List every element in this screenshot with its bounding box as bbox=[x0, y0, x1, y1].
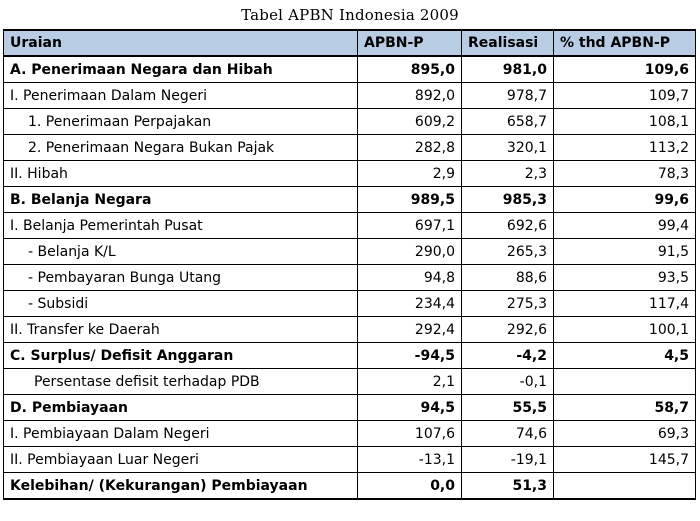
row-apbn: 609,2 bbox=[357, 108, 462, 135]
row-apbn: 234,4 bbox=[357, 290, 462, 317]
row-pct: 91,5 bbox=[553, 238, 696, 265]
row-label: I. Belanja Pemerintah Pusat bbox=[3, 212, 358, 239]
row-label: I. Pembiayaan Dalam Negeri bbox=[3, 420, 358, 447]
table-row: II. Pembiayaan Luar Negeri -13,1 -19,1 1… bbox=[3, 446, 696, 473]
row-label: - Belanja K/L bbox=[3, 238, 358, 265]
table-title: Tabel APBN Indonesia 2009 bbox=[241, 6, 459, 24]
header-row: Uraian APBN-P Realisasi % thd APBN-P bbox=[3, 29, 696, 57]
row-realisasi: 985,3 bbox=[461, 186, 554, 213]
table-row: Kelebihan/ (Kekurangan) Pembiayaan 0,0 5… bbox=[3, 472, 696, 500]
header-apbn-p: APBN-P bbox=[357, 29, 462, 57]
row-realisasi: 292,6 bbox=[461, 316, 554, 343]
row-realisasi: 55,5 bbox=[461, 394, 554, 421]
row-apbn: 94,5 bbox=[357, 394, 462, 421]
row-label: II. Hibah bbox=[3, 160, 358, 187]
row-pct: 108,1 bbox=[553, 108, 696, 135]
row-realisasi: 658,7 bbox=[461, 108, 554, 135]
row-apbn: 0,0 bbox=[357, 472, 462, 500]
row-realisasi: -4,2 bbox=[461, 342, 554, 369]
row-realisasi: 74,6 bbox=[461, 420, 554, 447]
row-apbn: -94,5 bbox=[357, 342, 462, 369]
row-realisasi: -0,1 bbox=[461, 368, 554, 395]
row-apbn: 292,4 bbox=[357, 316, 462, 343]
row-pct: 117,4 bbox=[553, 290, 696, 317]
row-apbn: 290,0 bbox=[357, 238, 462, 265]
row-apbn: 895,0 bbox=[357, 55, 462, 83]
table-row: I. Penerimaan Dalam Negeri 892,0 978,7 1… bbox=[3, 82, 696, 109]
row-realisasi: 265,3 bbox=[461, 238, 554, 265]
row-realisasi: 88,6 bbox=[461, 264, 554, 291]
row-label: II. Transfer ke Daerah bbox=[3, 316, 358, 343]
table-row: - Subsidi 234,4 275,3 117,4 bbox=[3, 290, 696, 317]
table-row: Persentase defisit terhadap PDB 2,1 -0,1 bbox=[3, 368, 696, 395]
header-pct: % thd APBN-P bbox=[553, 29, 696, 57]
row-label: - Pembayaran Bunga Utang bbox=[3, 264, 358, 291]
table-row: 1. Penerimaan Perpajakan 609,2 658,7 108… bbox=[3, 108, 696, 135]
row-realisasi: 2,3 bbox=[461, 160, 554, 187]
row-label: I. Penerimaan Dalam Negeri bbox=[3, 82, 358, 109]
header-uraian: Uraian bbox=[3, 29, 358, 57]
row-realisasi: 320,1 bbox=[461, 134, 554, 161]
row-pct bbox=[553, 368, 696, 395]
row-apbn: 94,8 bbox=[357, 264, 462, 291]
header-realisasi: Realisasi bbox=[461, 29, 554, 57]
table-row: II. Hibah 2,9 2,3 78,3 bbox=[3, 160, 696, 187]
table-row: II. Transfer ke Daerah 292,4 292,6 100,1 bbox=[3, 316, 696, 343]
row-pct: 109,7 bbox=[553, 82, 696, 109]
row-label: A. Penerimaan Negara dan Hibah bbox=[3, 55, 358, 83]
row-label: 1. Penerimaan Perpajakan bbox=[3, 108, 358, 135]
row-label: - Subsidi bbox=[3, 290, 358, 317]
row-pct: 145,7 bbox=[553, 446, 696, 473]
table-row: A. Penerimaan Negara dan Hibah 895,0 981… bbox=[3, 55, 696, 83]
row-pct: 99,6 bbox=[553, 186, 696, 213]
row-apbn: 107,6 bbox=[357, 420, 462, 447]
table-row: - Pembayaran Bunga Utang 94,8 88,6 93,5 bbox=[3, 264, 696, 291]
row-pct: 4,5 bbox=[553, 342, 696, 369]
table-row: I. Belanja Pemerintah Pusat 697,1 692,6 … bbox=[3, 212, 696, 239]
table-row: C. Surplus/ Defisit Anggaran -94,5 -4,2 … bbox=[3, 342, 696, 369]
row-pct: 100,1 bbox=[553, 316, 696, 343]
row-realisasi: 51,3 bbox=[461, 472, 554, 500]
table-row: I. Pembiayaan Dalam Negeri 107,6 74,6 69… bbox=[3, 420, 696, 447]
row-apbn: -13,1 bbox=[357, 446, 462, 473]
row-pct: 78,3 bbox=[553, 160, 696, 187]
row-apbn: 697,1 bbox=[357, 212, 462, 239]
row-apbn: 892,0 bbox=[357, 82, 462, 109]
row-realisasi: 978,7 bbox=[461, 82, 554, 109]
row-realisasi: 692,6 bbox=[461, 212, 554, 239]
row-pct bbox=[553, 472, 696, 500]
row-apbn: 989,5 bbox=[357, 186, 462, 213]
apbn-table: Uraian APBN-P Realisasi % thd APBN-P A. … bbox=[3, 29, 696, 500]
row-pct: 99,4 bbox=[553, 212, 696, 239]
row-realisasi: 981,0 bbox=[461, 55, 554, 83]
table-row: D. Pembiayaan 94,5 55,5 58,7 bbox=[3, 394, 696, 421]
row-pct: 93,5 bbox=[553, 264, 696, 291]
row-label: C. Surplus/ Defisit Anggaran bbox=[3, 342, 358, 369]
row-label: Persentase defisit terhadap PDB bbox=[3, 368, 358, 395]
row-apbn: 2,1 bbox=[357, 368, 462, 395]
row-apbn: 282,8 bbox=[357, 134, 462, 161]
row-label: 2. Penerimaan Negara Bukan Pajak bbox=[3, 134, 358, 161]
row-pct: 58,7 bbox=[553, 394, 696, 421]
table-row: 2. Penerimaan Negara Bukan Pajak 282,8 3… bbox=[3, 134, 696, 161]
row-label: D. Pembiayaan bbox=[3, 394, 358, 421]
table-row: B. Belanja Negara 989,5 985,3 99,6 bbox=[3, 186, 696, 213]
row-pct: 69,3 bbox=[553, 420, 696, 447]
table-row: - Belanja K/L 290,0 265,3 91,5 bbox=[3, 238, 696, 265]
row-label: Kelebihan/ (Kekurangan) Pembiayaan bbox=[3, 472, 358, 500]
row-realisasi: 275,3 bbox=[461, 290, 554, 317]
row-realisasi: -19,1 bbox=[461, 446, 554, 473]
row-label: II. Pembiayaan Luar Negeri bbox=[3, 446, 358, 473]
row-label: B. Belanja Negara bbox=[3, 186, 358, 213]
row-apbn: 2,9 bbox=[357, 160, 462, 187]
row-pct: 109,6 bbox=[553, 55, 696, 83]
row-pct: 113,2 bbox=[553, 134, 696, 161]
